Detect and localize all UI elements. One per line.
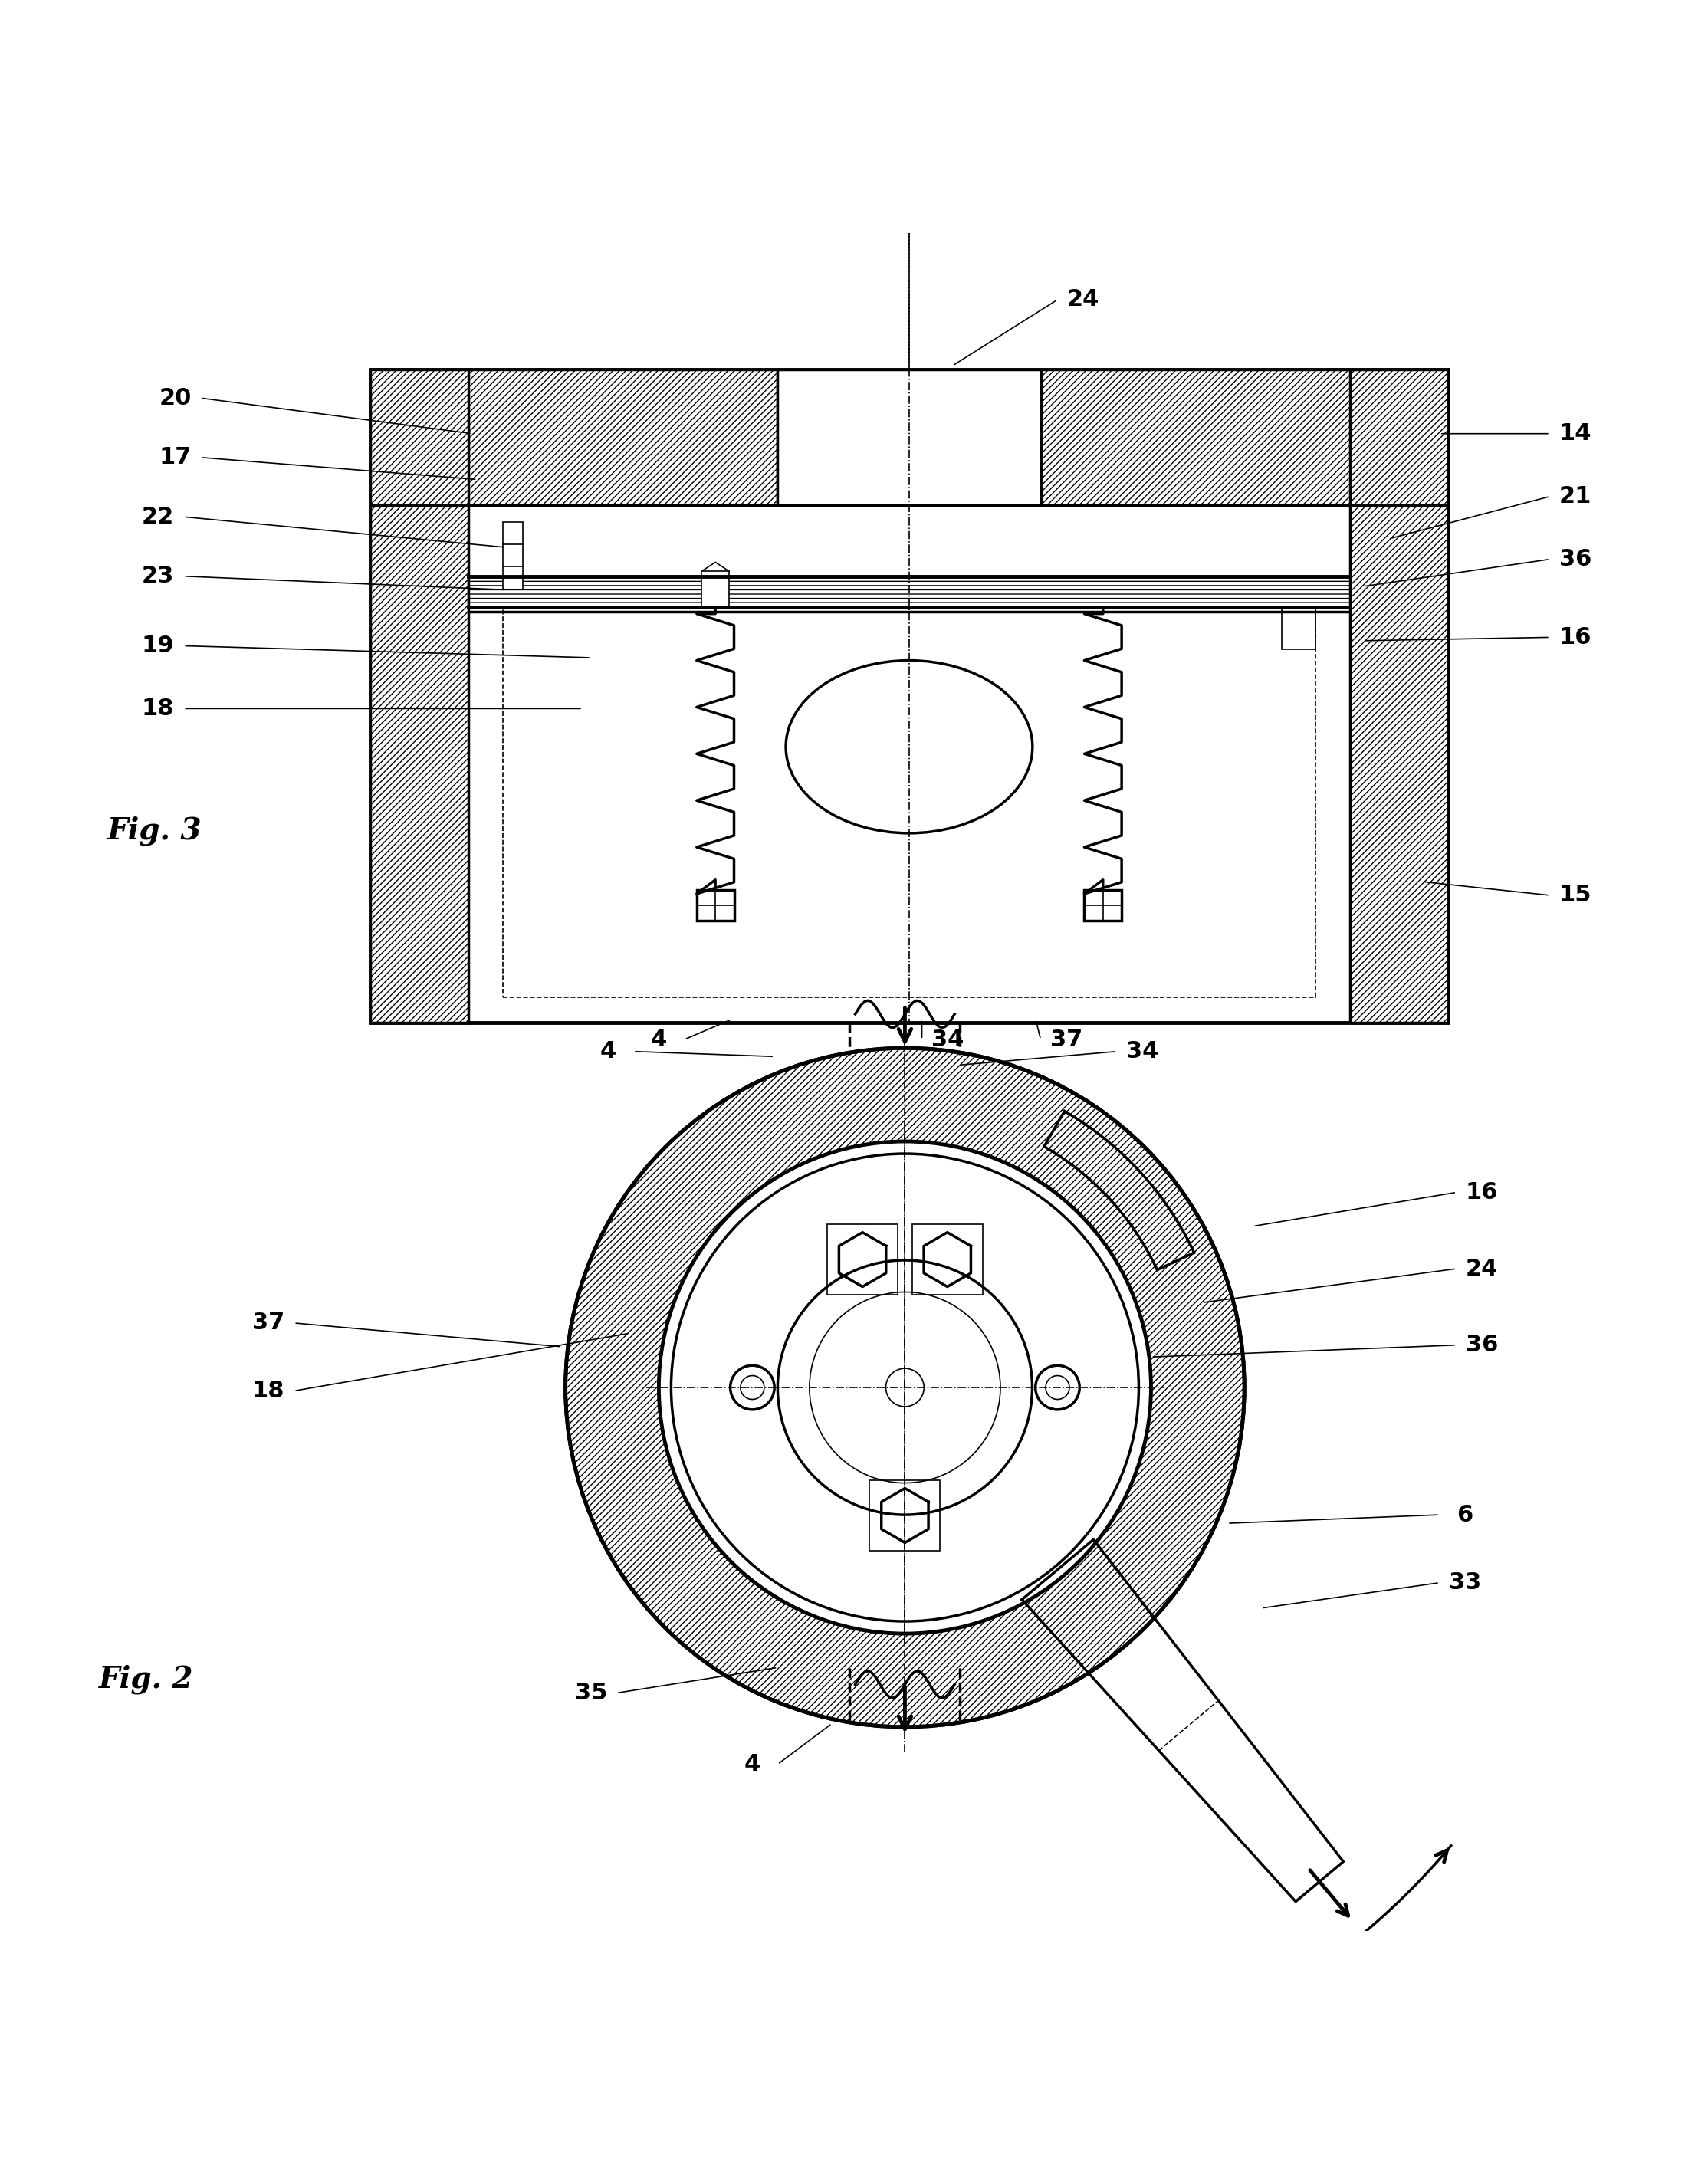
Circle shape: [1045, 1376, 1069, 1400]
Bar: [502, 606, 1315, 998]
Text: 34: 34: [931, 1028, 963, 1052]
Bar: [869, 1480, 939, 1552]
Bar: [1042, 370, 1349, 504]
Bar: [777, 370, 1042, 504]
Circle shape: [659, 1140, 1151, 1634]
Text: 15: 15: [1559, 885, 1592, 907]
Text: Fig. 3: Fig. 3: [108, 816, 202, 846]
Circle shape: [741, 1376, 763, 1400]
Circle shape: [1035, 1365, 1079, 1409]
Bar: [371, 370, 468, 1024]
Bar: [502, 522, 523, 591]
Bar: [1085, 889, 1122, 920]
Bar: [912, 1225, 982, 1294]
Text: 24: 24: [1068, 288, 1100, 312]
Text: 36: 36: [1559, 547, 1592, 571]
Text: 34: 34: [1126, 1041, 1158, 1063]
Bar: [702, 571, 729, 606]
Bar: [371, 370, 1448, 1024]
Text: 4: 4: [745, 1753, 760, 1774]
Text: 20: 20: [159, 387, 191, 409]
Circle shape: [565, 1047, 1245, 1727]
Text: 37: 37: [1050, 1028, 1083, 1052]
Text: 35: 35: [574, 1681, 606, 1703]
Bar: [1349, 370, 1448, 1024]
Text: 17: 17: [159, 446, 191, 470]
Text: 18: 18: [142, 697, 174, 721]
Ellipse shape: [786, 660, 1033, 833]
Circle shape: [886, 1368, 924, 1407]
Bar: [1281, 606, 1315, 649]
Text: 23: 23: [142, 565, 174, 586]
Text: 21: 21: [1559, 485, 1592, 509]
Text: 33: 33: [1448, 1571, 1481, 1595]
Text: 22: 22: [142, 506, 174, 528]
Text: 4: 4: [600, 1041, 617, 1063]
Circle shape: [731, 1365, 774, 1409]
Text: 14: 14: [1559, 422, 1592, 446]
Text: Fig. 2: Fig. 2: [99, 1664, 193, 1694]
Circle shape: [777, 1259, 1032, 1515]
Bar: [468, 370, 777, 504]
Bar: [697, 889, 734, 920]
Bar: [468, 370, 1349, 504]
Text: 16: 16: [1559, 625, 1592, 649]
Bar: [468, 576, 1349, 606]
Text: 18: 18: [253, 1381, 285, 1402]
Text: 16: 16: [1465, 1182, 1498, 1203]
Text: 36: 36: [1465, 1333, 1498, 1357]
Bar: [371, 370, 548, 504]
Bar: [1271, 370, 1448, 504]
Text: 4: 4: [651, 1028, 666, 1052]
Text: 24: 24: [1465, 1257, 1498, 1279]
Bar: [827, 1225, 898, 1294]
Text: 19: 19: [142, 634, 174, 658]
Text: 6: 6: [1457, 1504, 1474, 1526]
Text: 37: 37: [253, 1311, 285, 1335]
